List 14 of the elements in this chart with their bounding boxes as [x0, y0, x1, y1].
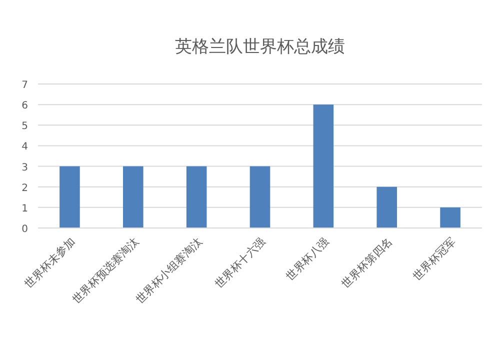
title: 英格兰队世界杯总成绩: [175, 37, 345, 57]
y-tick-label: 0: [22, 224, 28, 235]
y-tick-label: 7: [22, 80, 28, 91]
y-tick-label: 1: [22, 203, 28, 214]
x-tick-label: 世界杯第四名: [339, 234, 395, 291]
x-tick-label: 世界杯未参加: [22, 234, 78, 291]
x-tick-label: 世界杯八强: [283, 234, 332, 284]
y-tick-label: 6: [22, 100, 28, 112]
y-tick-label: 3: [22, 162, 28, 174]
y-tick-label: 4: [22, 142, 28, 153]
x-tick-label: 世界杯冠军: [410, 234, 458, 284]
x-tick-label: 世界杯十六强: [212, 234, 268, 291]
y-tick-label: 2: [22, 182, 28, 194]
y-tick-label: 5: [22, 121, 28, 132]
